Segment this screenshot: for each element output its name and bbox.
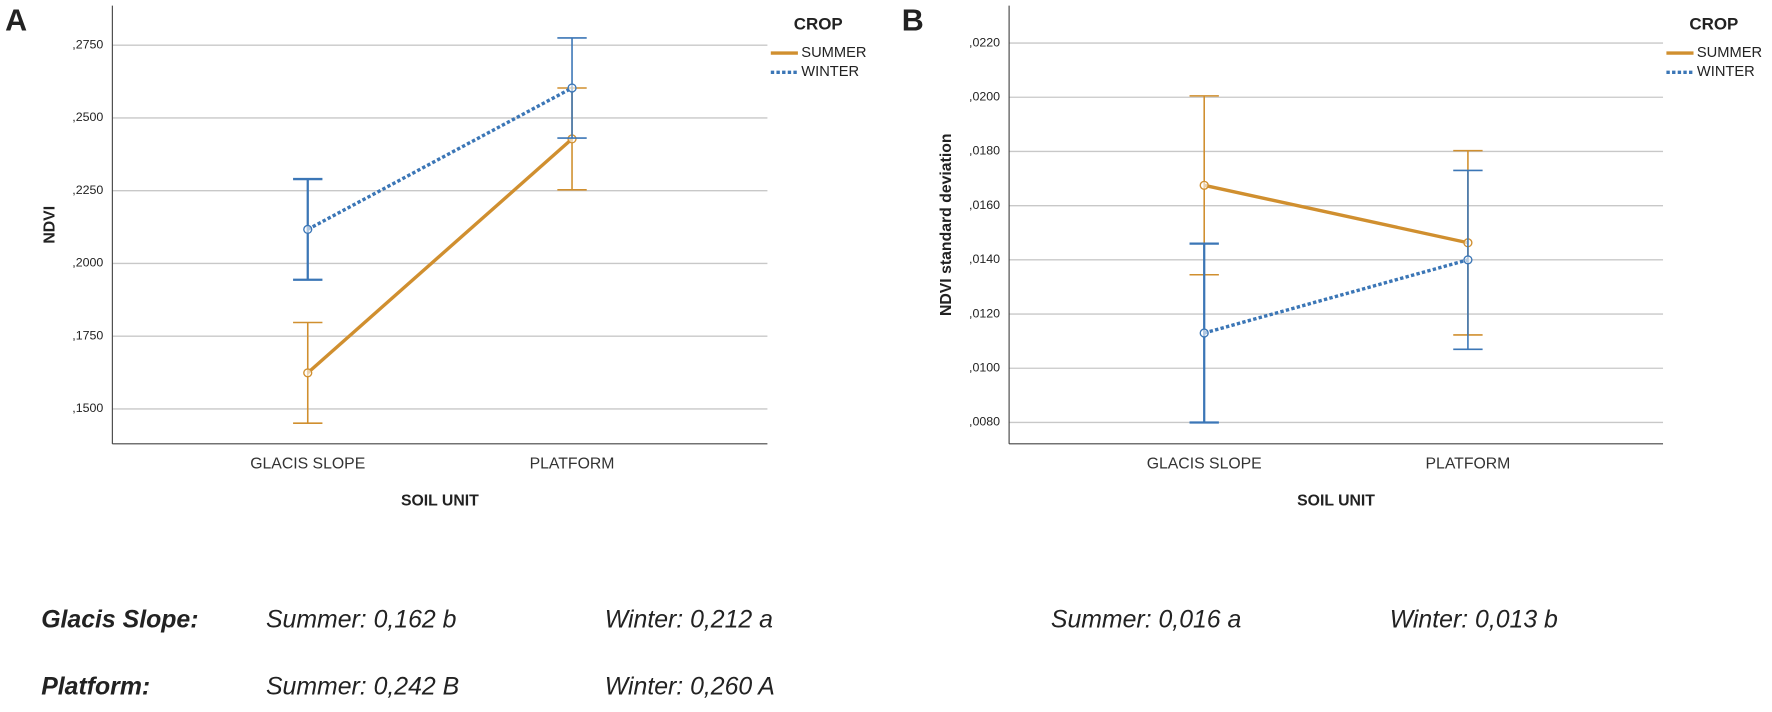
y-tick-label: ,2500: [72, 110, 103, 124]
x-tick-label: GLACIS SLOPE: [1147, 455, 1262, 472]
y-tick-label: ,1750: [72, 328, 103, 342]
panel-label: B: [902, 4, 924, 38]
row-item: Summer: 0,016 a: [1051, 607, 1241, 634]
legend-label: SUMMER: [801, 45, 866, 61]
y-tick-label: ,0100: [969, 361, 1000, 375]
legend-label: WINTER: [1697, 64, 1755, 80]
row-item: Winter: 0,212 a: [605, 607, 773, 634]
y-tick-label: ,2250: [72, 183, 103, 197]
y-tick-label: ,2750: [72, 38, 103, 52]
y-tick-label: ,0080: [969, 415, 1000, 429]
y-tick-label: ,0140: [969, 252, 1000, 266]
series-line: [306, 86, 573, 231]
x-axis-title: SOIL UNIT: [1297, 493, 1375, 510]
x-tick-label: PLATFORM: [530, 455, 615, 472]
y-tick-label: ,2000: [72, 256, 103, 270]
y-tick-label: ,0180: [969, 144, 1000, 158]
x-axis-title: SOIL UNIT: [401, 493, 479, 510]
row-item: Summer: 0,162 b: [266, 607, 457, 634]
point: [1463, 255, 1473, 265]
row-label: Glacis Slope:: [41, 607, 198, 634]
point: [303, 224, 313, 235]
series-line: [1203, 183, 1469, 245]
y-tick-label: ,0200: [969, 90, 1000, 104]
legend-title: CROP: [794, 14, 843, 33]
y-tick-label: ,1500: [72, 401, 103, 415]
y-axis-title: NDVI: [41, 206, 58, 244]
series-line: [306, 137, 574, 375]
series-line: [1203, 258, 1469, 335]
legend-label: WINTER: [801, 64, 859, 80]
row-item: Winter: 0,013 b: [1390, 607, 1558, 634]
point: [1199, 180, 1209, 190]
point: [1199, 328, 1209, 338]
row-label: Platform:: [41, 673, 150, 700]
point: [303, 368, 313, 378]
row-item: Summer: 0,242 B: [266, 673, 459, 700]
y-tick-label: ,0160: [969, 198, 1000, 212]
y-tick-label: ,0120: [969, 306, 1000, 320]
y-axis-title: NDVI standard deviation: [938, 133, 955, 316]
point: [567, 83, 577, 93]
x-tick-label: GLACIS SLOPE: [250, 455, 365, 472]
x-tick-label: PLATFORM: [1425, 455, 1510, 472]
legend-label: SUMMER: [1697, 45, 1762, 61]
panel-label: A: [5, 4, 27, 38]
y-tick-label: ,0220: [969, 35, 1000, 49]
legend-title: CROP: [1689, 14, 1738, 33]
row-item: Winter: 0,260 A: [605, 673, 775, 700]
